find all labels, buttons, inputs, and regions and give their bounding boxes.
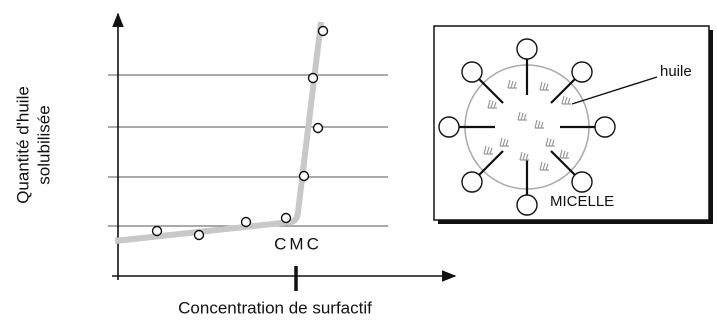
curve [115,22,321,241]
micelle-label: MICELLE [550,193,614,210]
diagram: CMC Concentration de surfactif Quantité … [0,0,717,322]
grid [108,75,388,226]
y-axis-label: Quantité d'huile [13,86,32,204]
cmc-label: CMC [274,234,322,253]
oil-label: huile [660,63,692,80]
y-axis-label: solubilisée [34,105,53,184]
x-axis-label: Concentration de surfactif [178,298,372,317]
